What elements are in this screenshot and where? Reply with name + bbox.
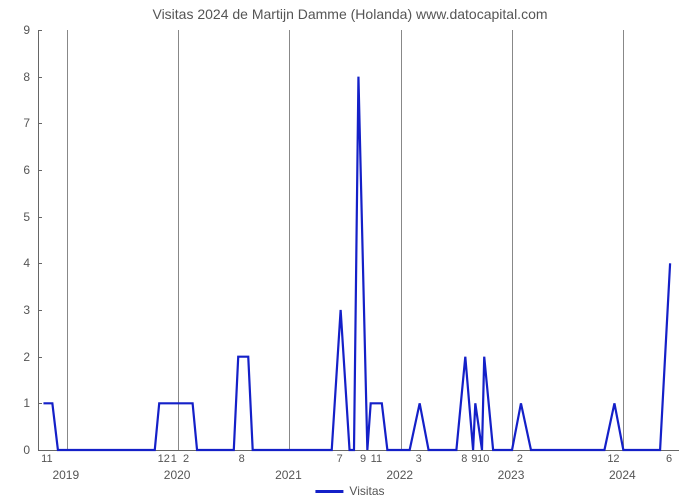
x-major-label: 2020 xyxy=(164,468,191,482)
chart-container: Visitas 2024 de Martijn Damme (Holanda) … xyxy=(0,0,700,500)
y-tick-mark xyxy=(38,170,42,171)
y-tick-mark xyxy=(38,30,42,31)
x-minor-label: 8 xyxy=(461,453,467,465)
y-tick-label: 9 xyxy=(0,23,36,37)
x-minor-label: 12 xyxy=(607,453,619,465)
x-major-label: 2021 xyxy=(275,468,302,482)
chart-title: Visitas 2024 de Martijn Damme (Holanda) … xyxy=(0,0,700,22)
x-minor-label: 10 xyxy=(477,453,489,465)
x-major-label: 2023 xyxy=(498,468,525,482)
x-minor-label: 11 xyxy=(371,453,382,465)
y-tick-mark xyxy=(38,450,42,451)
y-tick-mark xyxy=(38,310,42,311)
y-tick-label: 3 xyxy=(0,303,36,317)
y-tick-label: 2 xyxy=(0,350,36,364)
y-tick-label: 4 xyxy=(0,256,36,270)
x-major-label: 2019 xyxy=(52,468,79,482)
y-tick-mark xyxy=(38,403,42,404)
y-tick-label: 6 xyxy=(0,163,36,177)
legend-swatch xyxy=(315,490,343,493)
x-minor-label: 2 xyxy=(183,453,189,465)
x-minor-label: 1 xyxy=(171,453,177,465)
y-tick-mark xyxy=(38,263,42,264)
y-tick-mark xyxy=(38,217,42,218)
legend: Visitas xyxy=(315,484,384,498)
x-minor-label: 6 xyxy=(666,453,672,465)
y-tick-label: 7 xyxy=(0,116,36,130)
legend-label: Visitas xyxy=(349,484,384,498)
y-tick-label: 1 xyxy=(0,396,36,410)
y-tick-label: 0 xyxy=(0,443,36,457)
x-minor-label: 7 xyxy=(337,453,343,465)
y-tick-mark xyxy=(38,77,42,78)
x-minor-label: 9 xyxy=(360,453,366,465)
x-minor-label: 8 xyxy=(239,453,245,465)
x-minor-label: 11 xyxy=(41,453,52,465)
x-minor-label: 12 xyxy=(158,453,170,465)
x-minor-label: 2 xyxy=(517,453,523,465)
x-minor-label: 3 xyxy=(416,453,422,465)
y-tick-label: 5 xyxy=(0,210,36,224)
y-tick-mark xyxy=(38,357,42,358)
x-major-label: 2024 xyxy=(609,468,636,482)
line-series xyxy=(39,30,679,450)
y-tick-label: 8 xyxy=(0,70,36,84)
x-major-label: 2022 xyxy=(386,468,413,482)
y-tick-mark xyxy=(38,123,42,124)
plot-area xyxy=(38,30,679,451)
